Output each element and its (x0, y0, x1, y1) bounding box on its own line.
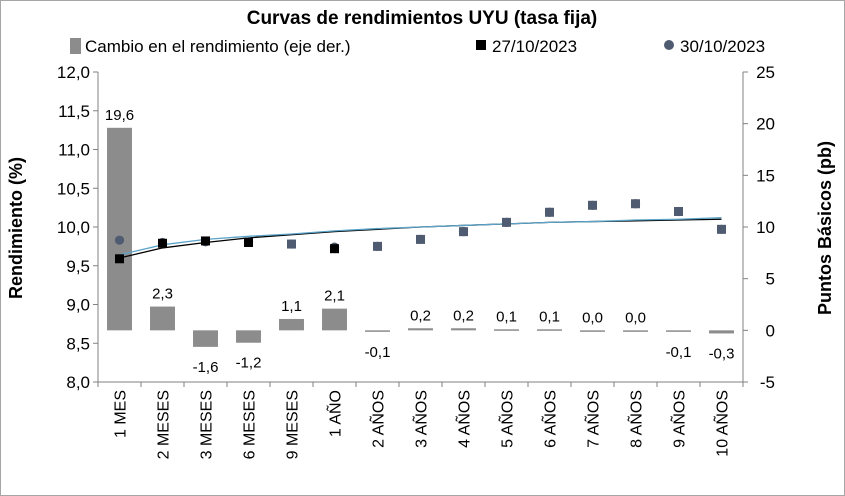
y-left-tick-label: 9,0 (66, 296, 90, 315)
x-tick-label: 10 AÑOS (712, 390, 732, 457)
bar-change (193, 330, 218, 347)
point-27-10-2023 (115, 254, 124, 264)
point-27-10-2023 (502, 217, 511, 227)
y-left-tick-label: 12,0 (57, 63, 90, 82)
bar-change (451, 328, 476, 331)
chart-title: Curvas de rendimientos UYU (tasa fija) (247, 8, 598, 29)
y-right-tick-label: 10 (756, 218, 775, 237)
bar-data-label: 19,6 (105, 107, 134, 124)
bar-data-label: 2,1 (324, 288, 345, 305)
x-tick-label: 6 AÑOS (540, 390, 560, 448)
y-left-tick-label: 10,0 (57, 218, 90, 237)
bar-change (408, 328, 433, 331)
point-27-10-2023 (459, 227, 468, 237)
y-left-tick-label: 10,5 (57, 179, 90, 198)
x-tick-label: 2 AÑOS (368, 390, 388, 448)
y-right-tick-label: 5 (766, 270, 775, 289)
x-tick-label: 8 AÑOS (626, 390, 646, 448)
x-tick-label: 1 MES (113, 390, 130, 438)
point-27-10-2023 (545, 207, 554, 217)
point-27-10-2023 (416, 234, 425, 244)
bar-data-label: 0,1 (539, 308, 560, 325)
y-left-tick-label: 8,5 (66, 334, 90, 353)
x-tick-label: 7 AÑOS (583, 390, 603, 448)
bar-change (279, 318, 304, 331)
y-axis-left-label: Rendimiento (%) (6, 157, 26, 299)
bar-data-label: -1,6 (193, 359, 219, 376)
x-tick-label: 3 AÑOS (411, 390, 431, 448)
legend-square-marker (476, 40, 486, 50)
bar-data-label: -0,1 (365, 344, 391, 361)
legend-series-1-label: 27/10/2023 (492, 37, 577, 56)
bar-data-label: -0,3 (709, 345, 735, 362)
point-27-10-2023 (287, 239, 296, 249)
point-27-10-2023 (588, 200, 597, 210)
bar-change (709, 330, 734, 334)
bar-change (236, 330, 261, 343)
bar-change (494, 329, 519, 331)
x-tick-label: 9 MESES (285, 390, 302, 459)
y-right-tick-label: -5 (760, 373, 775, 392)
legend-bar-label: Cambio en el rendimiento (eje der.) (85, 37, 351, 56)
y-left-tick-label: 9,5 (66, 257, 90, 276)
bar-data-label: 0,2 (453, 307, 474, 324)
bar-change (666, 330, 691, 332)
x-tick-label: 4 AÑOS (454, 390, 474, 448)
x-tick-label: 6 MESES (242, 390, 259, 459)
bar-change (322, 308, 347, 331)
point-27-10-2023 (158, 238, 167, 248)
bar-data-label: -0,1 (666, 344, 692, 361)
point-27-10-2023 (201, 236, 210, 246)
bar-change (107, 127, 132, 331)
point-27-10-2023 (717, 224, 726, 234)
legend-series-2-label: 30/10/2023 (680, 37, 765, 56)
bar-data-label: 2,3 (152, 286, 173, 303)
bar-data-label: 0,2 (410, 307, 431, 324)
bar-data-label: -1,2 (236, 355, 262, 372)
bar-change (150, 306, 175, 331)
y-right-tick-label: 20 (756, 115, 775, 134)
y-right-tick-label: 0 (766, 321, 775, 340)
bar-change (623, 330, 648, 332)
y-left-tick-label: 11,0 (58, 141, 90, 160)
y-right-tick-label: 15 (756, 166, 775, 185)
bar-change (365, 330, 390, 332)
x-tick-label: 1 AÑO (325, 390, 345, 437)
point-27-10-2023 (373, 241, 382, 251)
legend: Cambio en el rendimiento (eje der.) 27/1… (70, 37, 765, 56)
point-30-10-2023 (114, 235, 125, 245)
x-tick-label: 2 MESES (156, 390, 173, 459)
trendline-2 (119, 217, 722, 256)
x-tick-label: 3 MESES (199, 390, 216, 459)
point-27-10-2023 (244, 238, 253, 247)
y-right-tick-label: 25 (756, 63, 775, 82)
point-27-10-2023 (674, 207, 683, 216)
y-left-tick-label: 11,5 (58, 102, 90, 121)
bar-data-label: 0,0 (625, 309, 646, 326)
bar-change (537, 329, 562, 331)
bar-data-label: 0,0 (582, 309, 603, 326)
legend-bar-swatch (70, 38, 81, 54)
y-axis-right-label: Puntos Básicos (pb) (815, 141, 835, 315)
x-tick-label: 5 AÑOS (497, 390, 517, 448)
bar-data-label: 1,1 (281, 298, 302, 315)
plot-area: 12,0 11,5 11,0 10,5 10,0 9,5 9,0 8,5 8,0 25 20 15 10… (57, 63, 775, 459)
bar-data-label: 0,1 (496, 308, 517, 325)
bar-change (580, 330, 605, 332)
legend-circle-marker (664, 40, 674, 50)
point-27-10-2023 (631, 199, 640, 209)
x-tick-label: 9 AÑOS (669, 390, 689, 448)
point-27-10-2023 (330, 244, 339, 254)
y-left-tick-label: 8,0 (66, 373, 90, 392)
